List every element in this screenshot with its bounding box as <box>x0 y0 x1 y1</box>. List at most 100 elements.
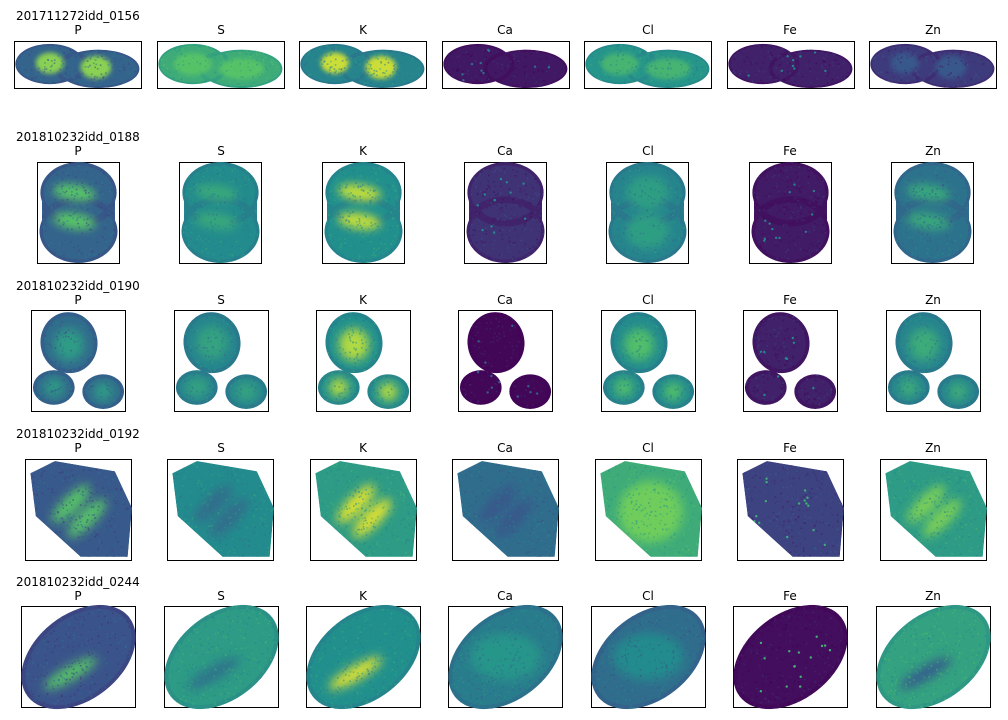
cell-heatmap <box>466 162 545 263</box>
cell-heatmap <box>443 43 568 89</box>
cell-heatmap <box>181 162 260 263</box>
cell-heatmap <box>608 162 687 263</box>
cell-heatmap <box>457 461 560 557</box>
cell-heatmap <box>742 461 845 557</box>
element-map-cl <box>595 459 703 561</box>
cell-heatmap <box>17 600 140 714</box>
element-title-ca: Ca <box>497 441 513 455</box>
cell-heatmap <box>870 43 995 89</box>
cell-heatmap <box>751 162 830 263</box>
element-map-cl <box>606 162 689 264</box>
element-title-cl: Cl <box>642 293 654 307</box>
element-title-p: P <box>74 589 82 603</box>
element-title-k: K <box>359 144 367 158</box>
element-title-ca: Ca <box>497 293 513 307</box>
element-map-ca <box>444 600 567 714</box>
element-title-fe: Fe <box>783 441 797 455</box>
element-map-zn <box>886 308 981 412</box>
element-title-k: K <box>359 589 367 603</box>
element-title-s: S <box>217 293 225 307</box>
element-map-k <box>302 600 425 714</box>
sample-id-label: 201810232idd_0190 <box>16 279 140 293</box>
cell-heatmap <box>444 600 567 714</box>
cell-heatmap <box>300 43 425 89</box>
sample-id-label: 201711272idd_0156 <box>16 9 140 23</box>
element-map-s <box>167 459 275 561</box>
element-title-cl: Cl <box>642 441 654 455</box>
cell-heatmap <box>585 43 710 89</box>
element-map-s <box>157 41 285 89</box>
element-title-fe: Fe <box>783 589 797 603</box>
element-map-p <box>14 41 142 89</box>
element-title-cl: Cl <box>642 589 654 603</box>
element-title-zn: Zn <box>925 441 941 455</box>
cell-heatmap <box>172 461 275 557</box>
cell-heatmap <box>315 461 418 557</box>
element-title-zn: Zn <box>925 589 941 603</box>
cell-heatmap <box>744 308 837 409</box>
element-title-cl: Cl <box>642 23 654 37</box>
element-title-p: P <box>74 23 82 37</box>
cell-heatmap <box>317 308 410 409</box>
element-title-ca: Ca <box>497 144 513 158</box>
cell-heatmap <box>32 308 125 409</box>
element-map-fe <box>729 600 852 714</box>
element-map-zn <box>880 459 988 561</box>
element-map-ca <box>458 308 553 412</box>
element-title-p: P <box>74 144 82 158</box>
element-map-p <box>17 600 140 714</box>
cell-heatmap <box>600 461 703 557</box>
cell-heatmap <box>459 308 552 409</box>
element-title-s: S <box>217 144 225 158</box>
element-title-s: S <box>217 589 225 603</box>
element-title-p: P <box>74 441 82 455</box>
element-map-fe <box>737 459 845 561</box>
element-title-k: K <box>359 23 367 37</box>
element-title-k: K <box>359 293 367 307</box>
cell-heatmap <box>158 43 283 89</box>
element-title-ca: Ca <box>497 589 513 603</box>
sample-id-label: 201810232idd_0244 <box>16 575 140 589</box>
element-title-s: S <box>217 441 225 455</box>
cell-heatmap <box>729 600 852 714</box>
sample-id-label: 201810232idd_0188 <box>16 130 140 144</box>
sample-id-label: 201810232idd_0192 <box>16 427 140 441</box>
element-title-s: S <box>217 23 225 37</box>
element-title-ca: Ca <box>497 23 513 37</box>
element-map-cl <box>587 600 710 714</box>
cell-heatmap <box>15 43 140 89</box>
cell-heatmap <box>587 600 710 714</box>
element-map-s <box>179 162 262 264</box>
element-map-fe <box>727 41 855 89</box>
cell-heatmap <box>30 461 133 557</box>
element-map-s <box>174 308 269 412</box>
element-title-zn: Zn <box>925 23 941 37</box>
element-title-k: K <box>359 441 367 455</box>
element-title-zn: Zn <box>925 144 941 158</box>
element-map-zn <box>891 162 974 264</box>
element-title-fe: Fe <box>783 293 797 307</box>
element-map-ca <box>442 41 570 89</box>
element-title-fe: Fe <box>783 144 797 158</box>
cell-heatmap <box>324 162 403 263</box>
cell-heatmap <box>302 600 425 714</box>
element-map-p <box>31 308 126 412</box>
element-map-k <box>310 459 418 561</box>
element-map-zn <box>872 600 995 714</box>
cell-heatmap <box>160 600 283 714</box>
cell-heatmap <box>872 600 995 714</box>
element-title-p: P <box>74 293 82 307</box>
element-map-cl <box>584 41 712 89</box>
element-map-ca <box>452 459 560 561</box>
element-map-cl <box>601 308 696 412</box>
cell-heatmap <box>885 461 988 557</box>
element-map-s <box>160 600 283 714</box>
cell-heatmap <box>39 162 118 263</box>
element-map-fe <box>743 308 838 412</box>
element-map-ca <box>464 162 547 264</box>
element-map-p <box>37 162 120 264</box>
cell-heatmap <box>602 308 695 409</box>
element-map-k <box>322 162 405 264</box>
element-map-fe <box>749 162 832 264</box>
